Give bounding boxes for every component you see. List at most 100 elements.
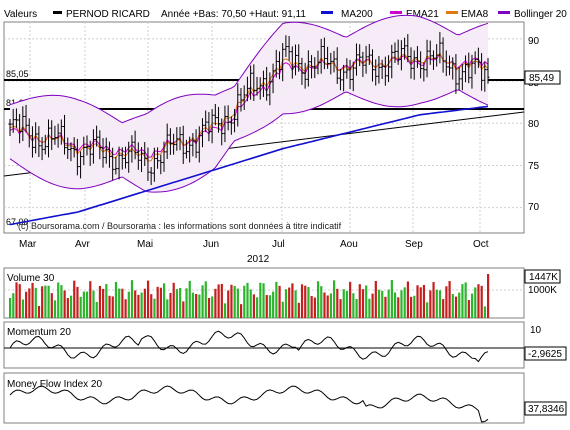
volume-bar <box>291 283 294 318</box>
last-price-label: 85,49 <box>529 73 554 84</box>
volume-bar <box>185 288 188 318</box>
volume-bar <box>124 299 127 318</box>
volume-bar <box>82 291 85 318</box>
momentum-last-label: -2,9625 <box>528 349 562 360</box>
volume-bar <box>18 284 21 318</box>
volume-bar <box>422 285 426 318</box>
mfi-panel: Money Flow Index 20 37,8346 <box>3 372 567 424</box>
volume-bar <box>143 288 146 318</box>
x-tick-label: Avr <box>75 239 90 250</box>
volume-bar <box>352 293 355 318</box>
momentum-last-badge <box>524 346 567 361</box>
volume-bar <box>265 295 268 318</box>
volume-bar <box>21 299 25 318</box>
momentum-y-label: 10 <box>530 325 542 336</box>
volume-bar <box>76 286 79 318</box>
volume-bar <box>320 286 323 318</box>
volume-bar <box>316 281 320 318</box>
volume-bar <box>92 290 95 318</box>
volume-bar <box>66 298 69 318</box>
volume-bar <box>429 290 432 318</box>
volume-bar <box>310 295 313 318</box>
volume-bar <box>400 290 403 318</box>
volume-bar <box>89 281 92 318</box>
price-y-axis: 90 85 80 75 70 <box>528 36 540 213</box>
volume-bar <box>28 288 31 318</box>
volume-bar <box>201 285 204 318</box>
volume-bar <box>426 302 429 318</box>
y-tick-label: 75 <box>528 161 540 172</box>
volume-bar <box>256 297 259 318</box>
volume-bar <box>130 280 134 318</box>
y-tick-label: 80 <box>528 119 540 130</box>
volume-bar <box>419 287 422 318</box>
volume-bar <box>358 284 361 318</box>
volume-bar <box>249 289 252 318</box>
volume-bar <box>329 293 333 318</box>
volume-bar <box>442 299 445 318</box>
volume-bar <box>220 283 223 318</box>
volume-last-label: 1447K <box>529 272 558 283</box>
volume-bar <box>95 301 98 318</box>
volume-bar <box>470 293 474 318</box>
volume-bar <box>230 284 233 318</box>
volume-bar <box>140 292 143 318</box>
volume-bar <box>448 281 451 318</box>
volume-bar <box>467 300 470 318</box>
x-tick-label: Oct <box>473 239 489 250</box>
volume-bar <box>188 280 191 318</box>
volume-bar <box>159 287 162 318</box>
copyright-text: (c) Boursorama.com / Boursorama : les in… <box>18 221 342 231</box>
volume-bar <box>464 282 467 318</box>
volume-bar <box>9 298 12 318</box>
volume-bar <box>445 286 448 318</box>
volume-bar <box>150 294 153 318</box>
volume-bar <box>239 304 243 318</box>
volume-bar <box>336 288 339 318</box>
valeurs-label: Valeurs <box>4 9 37 20</box>
volume-bar <box>153 298 156 318</box>
bollinger-upper-line <box>9 14 489 124</box>
volume-bar <box>204 281 207 318</box>
volume-bar <box>156 286 159 318</box>
volume-bar <box>50 293 53 318</box>
ma200-legend-swatch <box>321 11 333 14</box>
volume-bar <box>207 298 211 318</box>
volume-bar <box>368 298 371 318</box>
x-tick-label: Mar <box>19 239 37 250</box>
x-tick-label: Jul <box>272 239 285 250</box>
volume-bar <box>44 285 47 318</box>
volume-bar <box>236 288 239 318</box>
volume-bar <box>390 280 393 318</box>
volume-bar <box>435 289 438 318</box>
ma200-line <box>9 105 489 226</box>
volume-bar <box>134 290 137 318</box>
volume-bar <box>406 281 409 318</box>
volume-last-badge <box>524 269 561 284</box>
volume-bar <box>438 290 442 318</box>
level-label: 67,00 <box>6 217 29 227</box>
volume-bar <box>432 282 435 318</box>
volume-bar <box>304 285 307 318</box>
volume-bar <box>477 284 480 318</box>
volume-bar <box>384 296 387 318</box>
volume-bar <box>483 306 486 318</box>
volume-bar <box>73 280 76 318</box>
mfi-title: Money Flow Index 20 <box>7 379 102 390</box>
volume-bar <box>365 285 368 318</box>
volume-bar <box>300 284 304 318</box>
volume-bar <box>272 291 275 318</box>
bollinger-legend-label: Bollinger 20 <box>514 9 567 20</box>
volume-bar <box>397 297 400 318</box>
volume-bar <box>108 295 111 318</box>
volume-bar <box>355 298 358 318</box>
y-tick-label: 70 <box>528 202 540 213</box>
x-tick-label: Jun <box>203 239 219 250</box>
volume-bar <box>416 285 419 318</box>
volume-bar <box>246 282 249 318</box>
volume-bar <box>146 280 150 318</box>
volume-bar <box>60 285 63 318</box>
ema8-legend-swatch <box>446 11 458 14</box>
mfi-last-badge <box>524 401 567 416</box>
ema21-legend-swatch <box>390 11 402 14</box>
